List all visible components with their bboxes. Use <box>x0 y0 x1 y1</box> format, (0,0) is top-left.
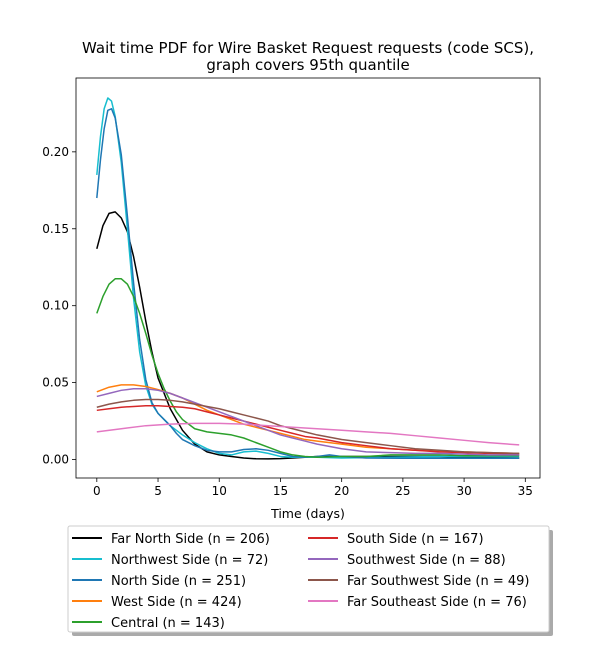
legend: Far North Side (n = 206) Northwest Side (… <box>67 525 553 636</box>
series-line-4 <box>96 278 520 458</box>
plot-frame <box>75 77 541 479</box>
series-line-7 <box>96 398 520 455</box>
y-tick-label: 0.10 <box>42 299 69 313</box>
series-line-5 <box>96 404 520 455</box>
plot-area <box>75 77 541 479</box>
x-tick-label: 20 <box>334 484 349 498</box>
series-line-2 <box>96 108 520 460</box>
legend-label-0: Far North Side (n = 206) <box>111 532 270 547</box>
x-tick-label: 25 <box>395 484 410 498</box>
legend-label-5: South Side (n = 167) <box>347 532 484 547</box>
chart-title-line-2: graph covers 95th quantile <box>206 56 409 74</box>
legend-label-6: Southwest Side (n = 88) <box>347 553 506 568</box>
series-lines <box>96 97 520 460</box>
y-tick-label: 0.15 <box>42 222 69 236</box>
y-tick-label: 0.20 <box>42 145 69 159</box>
y-tick-label: 0.05 <box>42 376 69 390</box>
y-axis-ticks: 0.00 0.05 0.10 0.15 0.20 <box>42 145 76 467</box>
series-line-8 <box>96 422 520 446</box>
x-axis-ticks: 0 5 10 15 20 25 30 35 <box>93 478 533 498</box>
chart-title-line-1: Wait time PDF for Wire Basket Request re… <box>82 39 534 57</box>
x-axis-label: Time (days) <box>270 506 345 521</box>
legend-label-2: North Side (n = 251) <box>111 574 246 589</box>
x-tick-label: 15 <box>273 484 288 498</box>
y-tick-label: 0.00 <box>42 453 69 467</box>
legend-label-4: Central (n = 143) <box>111 616 225 631</box>
legend-items: Far North Side (n = 206) Northwest Side (… <box>72 532 529 631</box>
series-line-6 <box>96 388 520 456</box>
x-tick-label: 0 <box>93 484 101 498</box>
x-tick-label: 10 <box>212 484 227 498</box>
legend-label-7: Far Southwest Side (n = 49) <box>347 574 529 589</box>
x-tick-label: 5 <box>154 484 162 498</box>
legend-label-3: West Side (n = 424) <box>111 595 242 610</box>
legend-label-8: Far Southeast Side (n = 76) <box>347 595 527 610</box>
x-tick-label: 30 <box>456 484 471 498</box>
x-tick-label: 35 <box>518 484 533 498</box>
legend-label-1: Northwest Side (n = 72) <box>111 553 268 568</box>
